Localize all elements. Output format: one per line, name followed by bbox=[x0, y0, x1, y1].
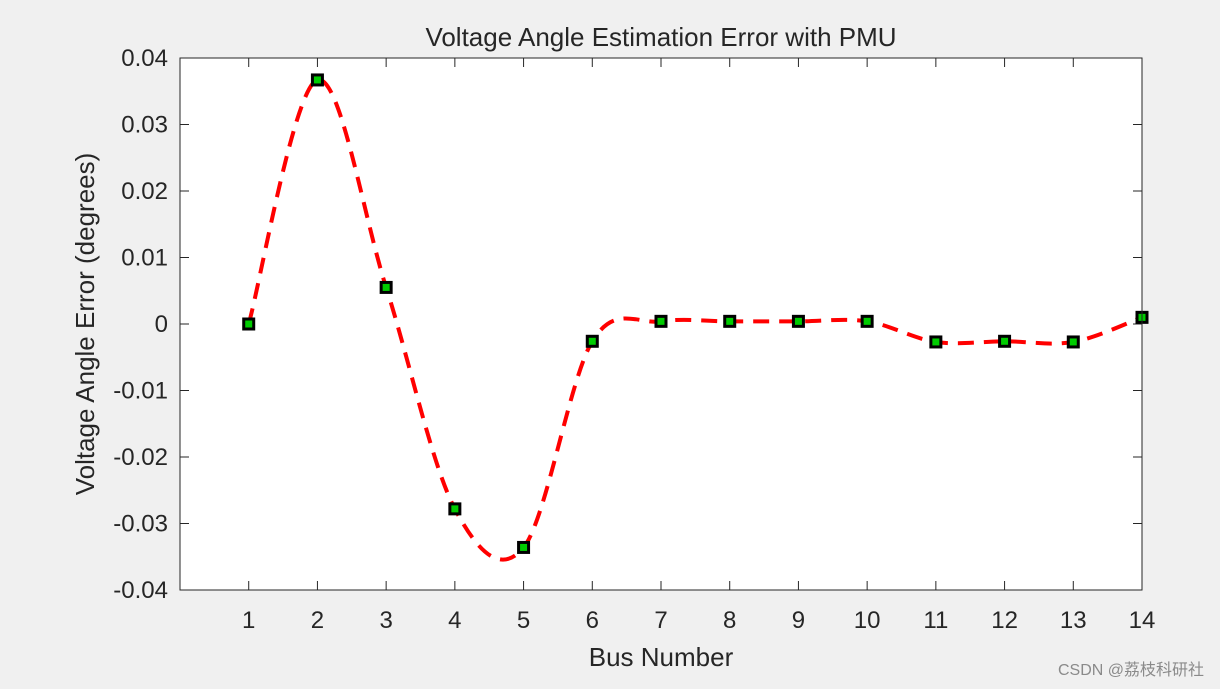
data-point-marker bbox=[242, 317, 256, 331]
series-line bbox=[246, 77, 1143, 562]
x-tick-label: 8 bbox=[723, 607, 736, 634]
y-tick-label: -0.02 bbox=[113, 444, 168, 471]
x-tick-label: 7 bbox=[654, 607, 667, 634]
y-tick-label: 0.03 bbox=[121, 112, 168, 139]
data-point-marker bbox=[998, 334, 1012, 348]
x-tick-label: 6 bbox=[586, 607, 599, 634]
data-point-marker bbox=[448, 502, 462, 516]
y-tick-label: 0.04 bbox=[121, 45, 168, 72]
data-point-marker bbox=[723, 314, 737, 328]
x-tick-label: 9 bbox=[792, 607, 805, 634]
y-tick-label: 0.02 bbox=[121, 178, 168, 205]
x-tick-label: 14 bbox=[1129, 607, 1156, 634]
y-tick-label: -0.04 bbox=[113, 577, 168, 604]
data-point-marker bbox=[791, 314, 805, 328]
y-axis-title: Voltage Angle Error (degrees) bbox=[70, 153, 100, 496]
y-tick-label: -0.03 bbox=[113, 511, 168, 538]
plot-frame bbox=[179, 57, 1143, 591]
data-point-marker bbox=[654, 314, 668, 328]
data-point-marker bbox=[517, 540, 531, 554]
x-tick-label: 2 bbox=[311, 607, 324, 634]
y-tick-label: 0.01 bbox=[121, 245, 168, 272]
x-axis-title: Bus Number bbox=[589, 642, 734, 672]
y-tick-label: -0.01 bbox=[113, 378, 168, 405]
x-tick-label: 11 bbox=[923, 607, 948, 634]
data-point-marker bbox=[860, 314, 874, 328]
x-tick-label: 13 bbox=[1060, 607, 1087, 634]
series-line-layer bbox=[246, 77, 1143, 562]
data-point-marker bbox=[585, 334, 599, 348]
watermark-text: CSDN @荔枝科研社 bbox=[1058, 661, 1204, 679]
data-point-marker bbox=[929, 335, 943, 349]
data-point-marker bbox=[1066, 335, 1080, 349]
chart-title: Voltage Angle Estimation Error with PMU bbox=[425, 22, 896, 52]
x-tick-label: 5 bbox=[517, 607, 530, 634]
x-tick-label: 3 bbox=[379, 607, 392, 634]
x-tick-labels: 1 2 3 4 5 6 7 8 9 10 11 12 13 14 bbox=[242, 607, 1155, 634]
data-point-marker bbox=[310, 73, 324, 87]
tick-marks bbox=[180, 57, 1143, 591]
y-tick-label: 0 bbox=[155, 311, 168, 338]
x-tick-label: 1 bbox=[242, 607, 255, 634]
x-tick-label: 12 bbox=[991, 607, 1018, 634]
x-tick-label: 4 bbox=[448, 607, 461, 634]
y-tick-labels: -0.04 -0.03 -0.02 -0.01 0 0.01 0.02 0.03 0.04 bbox=[113, 45, 168, 604]
x-tick-label: 10 bbox=[854, 607, 881, 634]
data-point-marker bbox=[379, 280, 393, 294]
